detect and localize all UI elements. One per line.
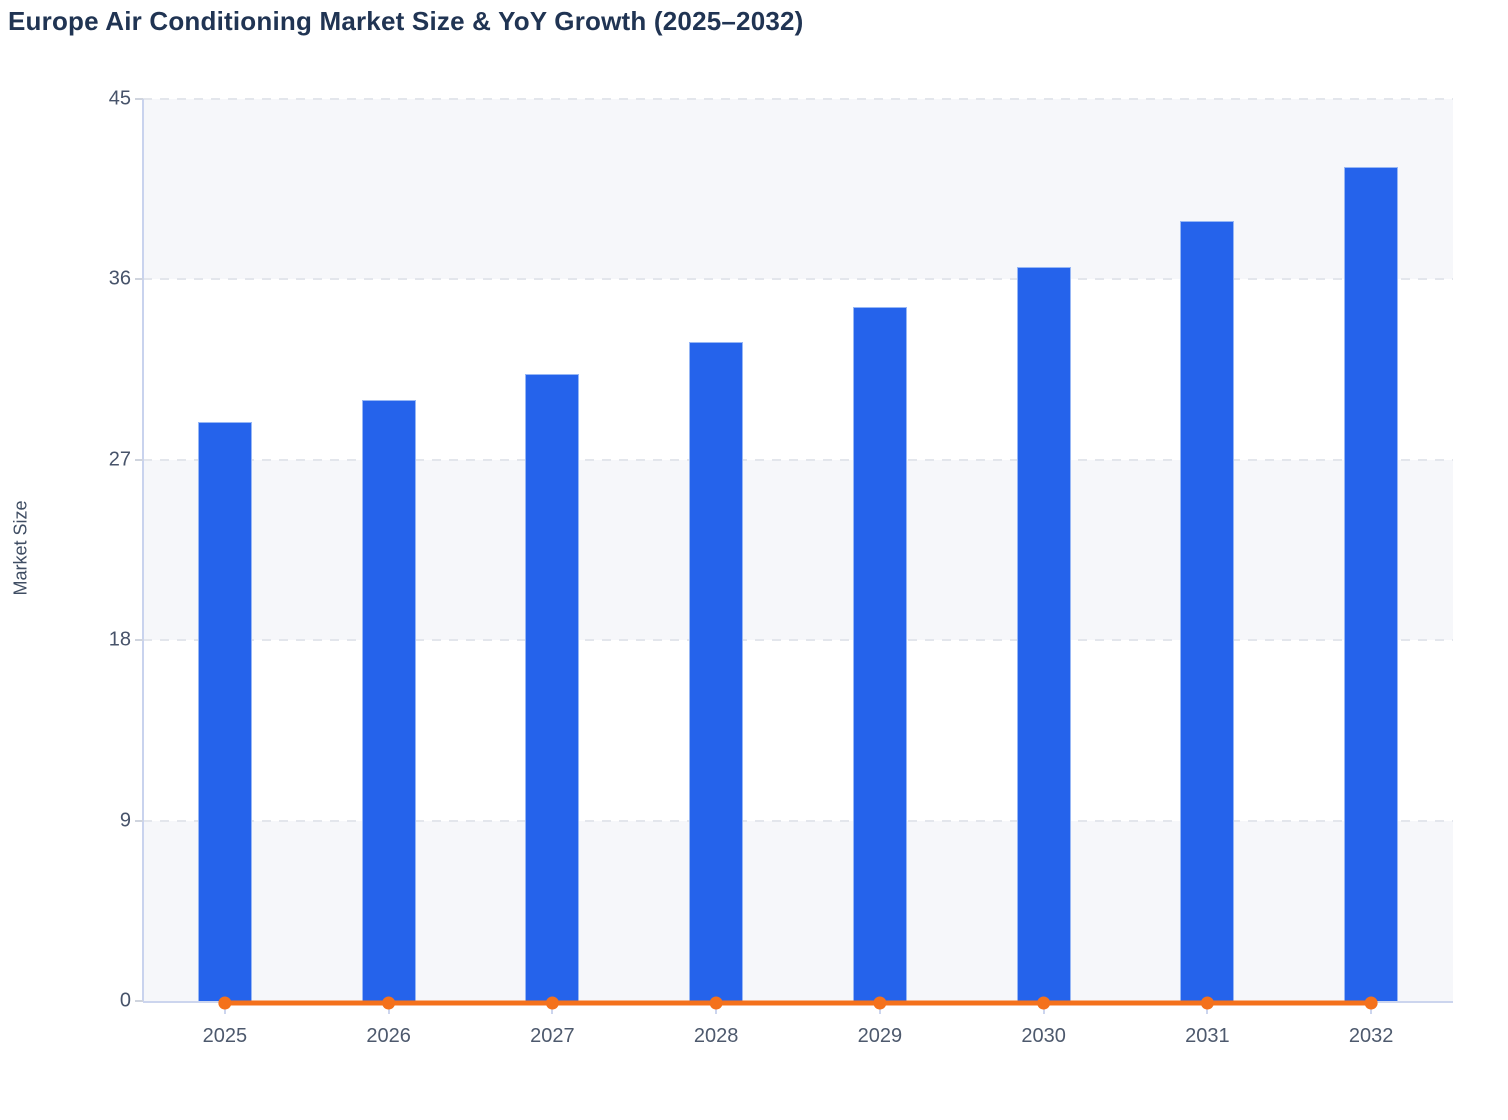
bar-2032 <box>1344 167 1399 1001</box>
x-axis-tick-label: 2025 <box>202 1025 248 1047</box>
plot-area: 2025 2026 2027 2028 2029 2030 2031 2032 <box>142 98 1453 1047</box>
gridline-9 <box>143 819 1453 822</box>
bar-2028 <box>689 341 744 1001</box>
yoy-growth-marker <box>218 996 232 1010</box>
y-axis-tick <box>135 98 143 100</box>
plot-band <box>143 459 1453 641</box>
y-axis-tick-label: 36 <box>108 267 131 290</box>
bar-2027 <box>525 373 580 1001</box>
yoy-growth-marker <box>545 996 559 1010</box>
y-axis-tick-label: 27 <box>108 448 131 471</box>
y-axis-tick <box>135 639 143 642</box>
x-axis-tick-label: 2031 <box>1185 1025 1230 1047</box>
gridline-27 <box>143 458 1453 461</box>
y-axis-tick <box>135 278 143 281</box>
x-axis-tick-label: 2032 <box>1348 1025 1394 1047</box>
bar-2031 <box>1180 221 1235 1001</box>
yoy-growth-marker <box>709 996 723 1010</box>
y-axis-tick-label: 9 <box>119 809 131 832</box>
gridline-18 <box>143 639 1453 642</box>
y-axis-tick <box>135 458 143 461</box>
y-axis-tick <box>135 1000 143 1002</box>
y-axis-tick-label: 0 <box>119 989 131 1012</box>
x-axis-tick-label: 2028 <box>693 1025 739 1047</box>
bar-2029 <box>852 307 907 1001</box>
x-axis-tick-label: 2027 <box>530 1025 575 1047</box>
yoy-growth-marker <box>1037 996 1051 1010</box>
yoy-growth-marker <box>382 996 396 1010</box>
bar-2025 <box>197 421 252 1001</box>
yoy-growth-line-layer <box>218 996 1378 1010</box>
y-axis-tick-label: 45 <box>108 87 131 110</box>
x-axis-tick-label: 2026 <box>366 1025 411 1047</box>
x-axis-tick-label: 2030 <box>1021 1025 1066 1047</box>
x-axis-tick-label: 2029 <box>857 1025 903 1047</box>
y-axis-tick-label: 18 <box>108 628 131 651</box>
yoy-growth-marker <box>873 996 887 1010</box>
bar-2030 <box>1016 267 1071 1001</box>
y-axis-tick <box>135 819 143 822</box>
gridline-36 <box>143 278 1453 281</box>
yoy-growth-marker <box>1364 996 1378 1010</box>
y-axis-title: Market Size <box>10 500 31 596</box>
plot-band <box>143 99 1453 280</box>
yoy-growth-marker <box>1200 996 1214 1010</box>
chart-title: Europe Air Conditioning Market Size & Yo… <box>8 6 804 36</box>
bar-2026 <box>361 399 416 1001</box>
gridline-45 <box>143 98 1453 100</box>
plot-band <box>143 820 1453 1001</box>
y-axis-line <box>142 99 144 1001</box>
